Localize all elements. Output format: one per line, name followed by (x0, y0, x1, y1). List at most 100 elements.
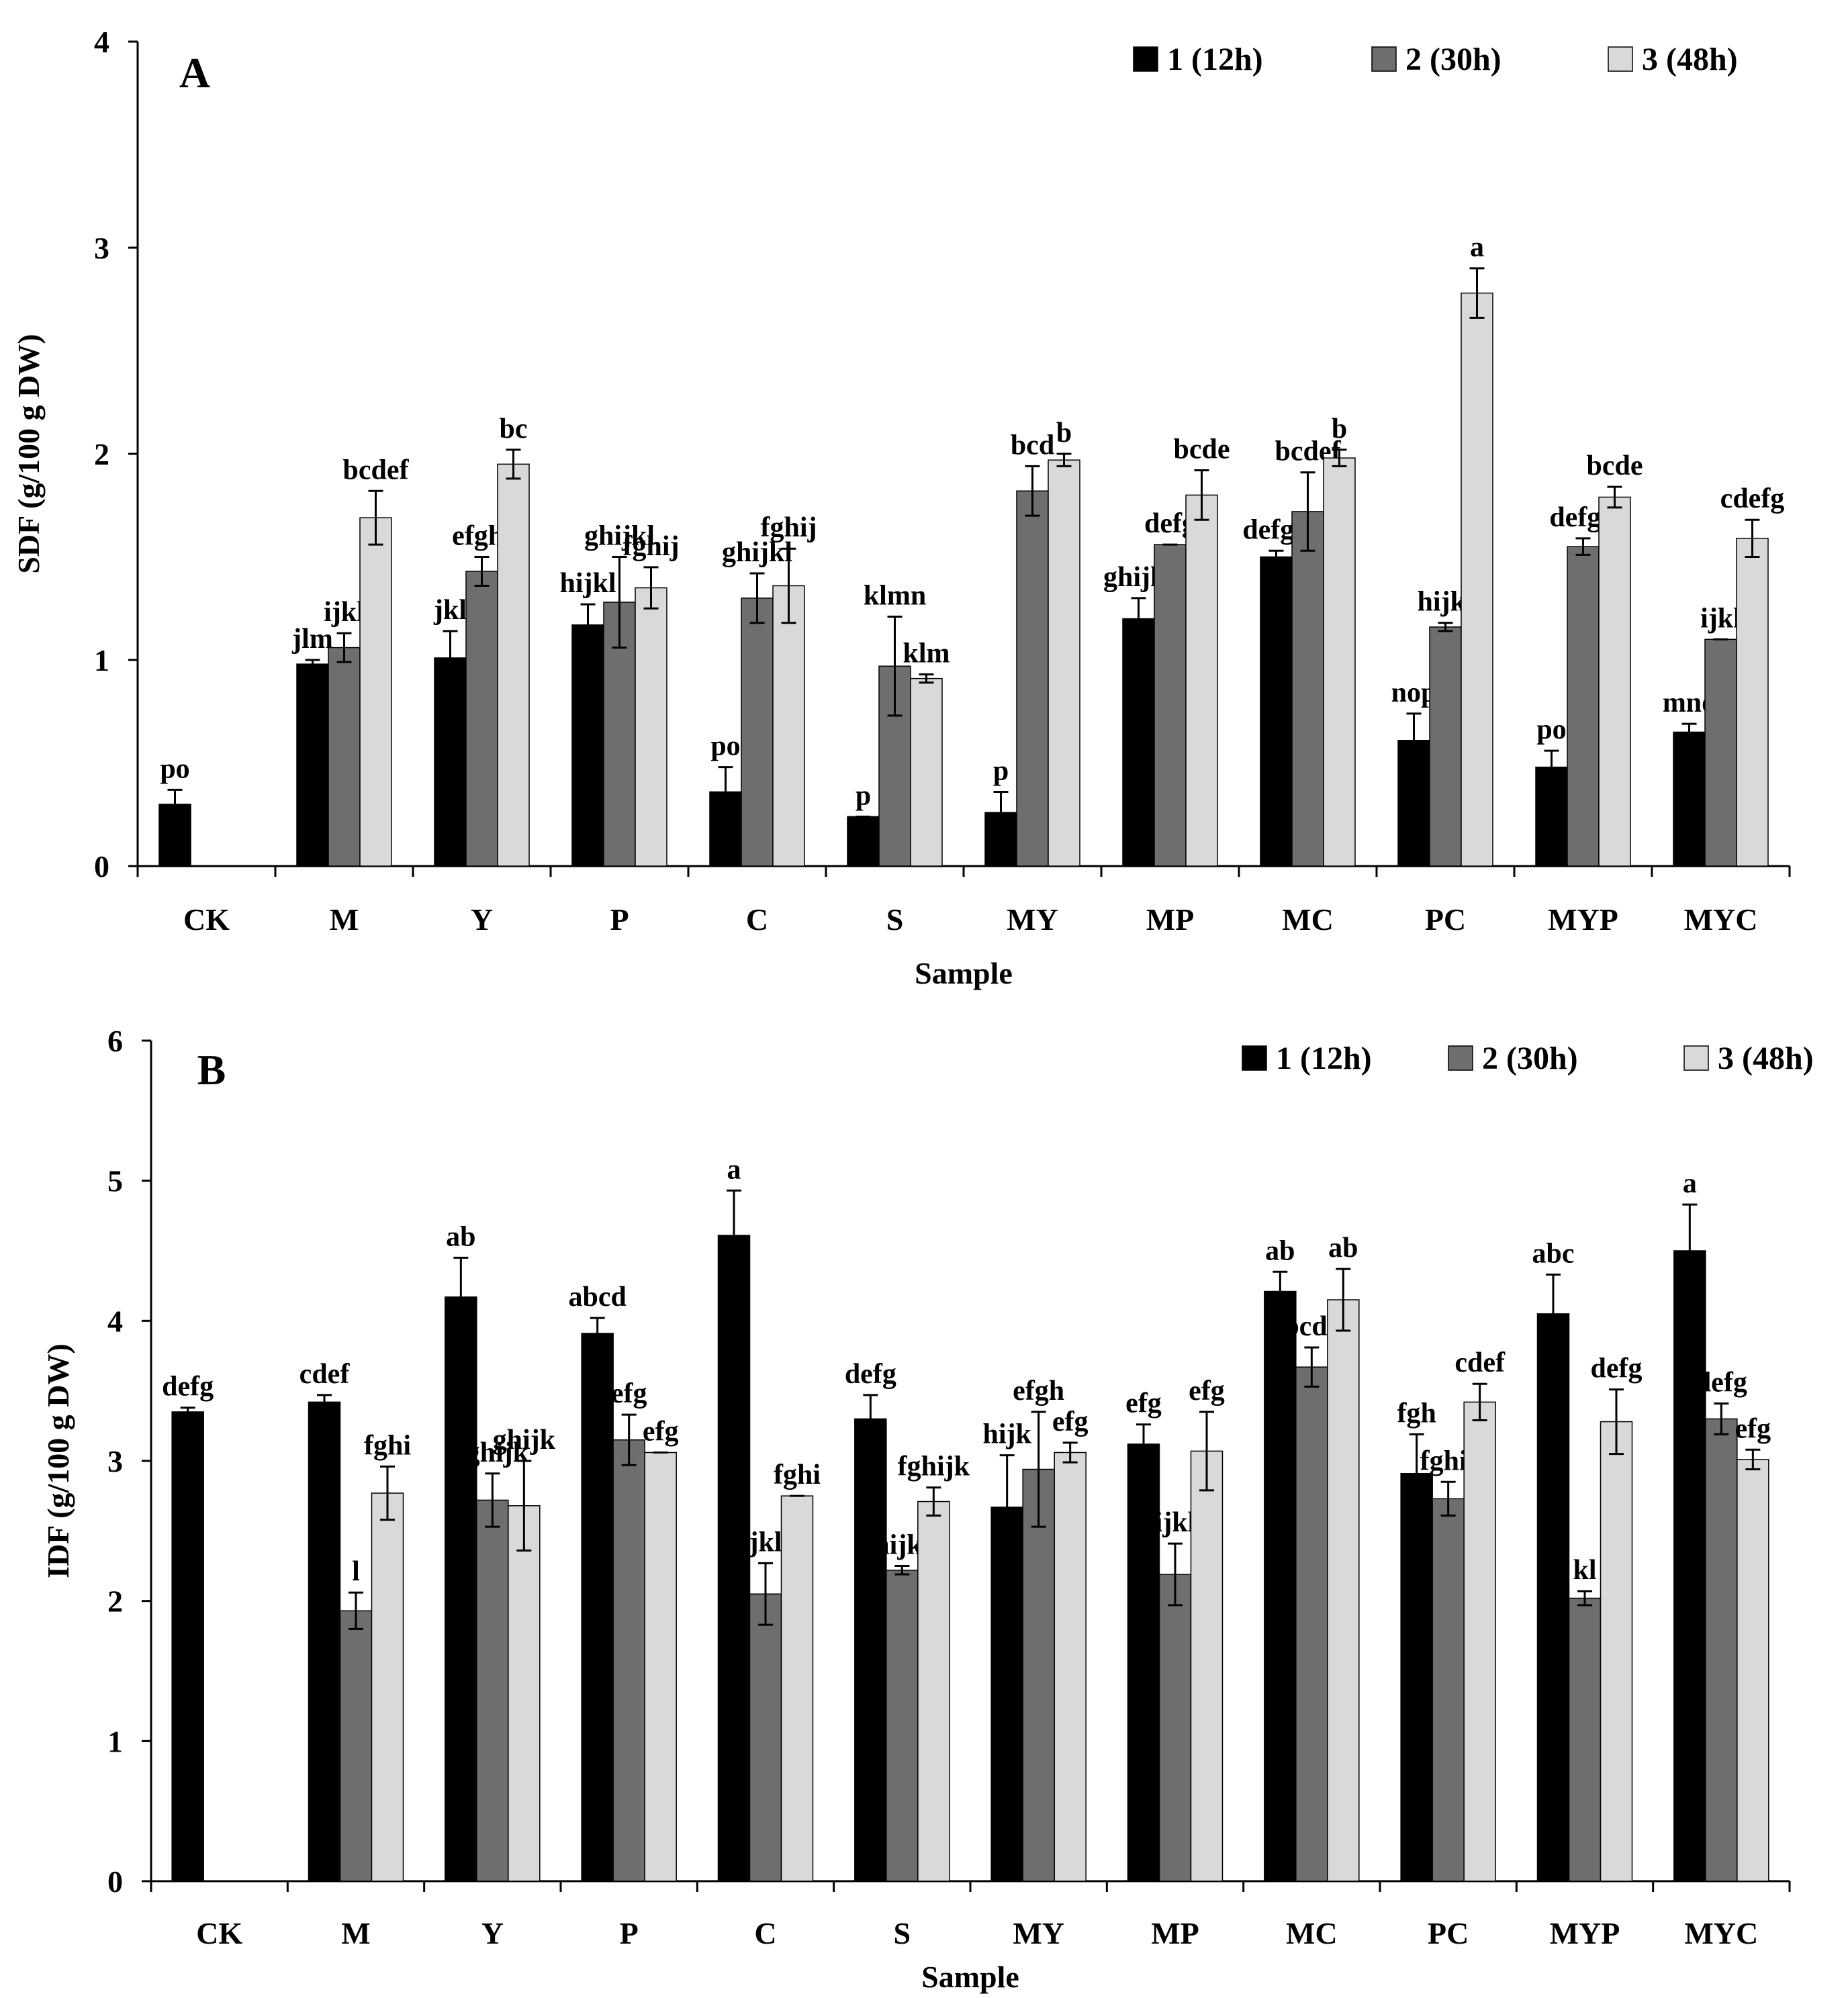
significance-label: bc (500, 414, 528, 444)
significance-label: bcde (1587, 450, 1643, 481)
bar (854, 1418, 887, 1882)
significance-label: jkl (433, 595, 467, 626)
x-tick-label: MYP (1548, 902, 1618, 937)
bar (1016, 490, 1049, 867)
x-tick-label: MP (1146, 902, 1195, 937)
significance-label: po (1536, 714, 1566, 745)
legend-label: 3 (48h) (1718, 1041, 1814, 1076)
x-tick-label: MY (1013, 1916, 1064, 1950)
bar (772, 585, 805, 867)
bar (1154, 544, 1187, 867)
significance-label: ab (1328, 1233, 1358, 1264)
bar (1704, 638, 1737, 867)
y-tick-label: 5 (107, 1164, 123, 1198)
significance-label: kl (1573, 1555, 1596, 1586)
significance-label: klmn (864, 581, 926, 612)
bar (1022, 1468, 1055, 1882)
bar (644, 1452, 677, 1882)
bar (359, 517, 392, 867)
bar (749, 1593, 782, 1882)
bar (1323, 457, 1356, 867)
significance-label: efg (1052, 1407, 1089, 1437)
legend-swatch (1133, 46, 1158, 72)
y-tick-label: 3 (107, 1444, 123, 1478)
significance-label: cdef (299, 1359, 351, 1390)
significance-label: l (352, 1556, 360, 1587)
x-tick-label: MYC (1684, 1916, 1758, 1950)
bar (612, 1439, 645, 1882)
bar (1737, 1459, 1769, 1882)
bar (1600, 1421, 1633, 1882)
bar (1598, 496, 1631, 867)
bar (434, 657, 467, 867)
significance-label: jkl (748, 1527, 782, 1558)
significance-label: bcd (1011, 430, 1054, 461)
significance-label: b (1056, 418, 1072, 448)
y-tick-label: 6 (107, 1024, 123, 1058)
significance-label: p (856, 780, 871, 811)
bar (476, 1499, 509, 1882)
bar (1463, 1401, 1496, 1882)
significance-label: ghijk (493, 1425, 556, 1456)
significance-label: a (1683, 1168, 1697, 1199)
significance-label: efg (611, 1378, 647, 1409)
bar (171, 1411, 204, 1882)
bar (1260, 556, 1293, 867)
significance-label: jlm (291, 624, 333, 655)
bar (445, 1296, 477, 1882)
x-tick-label: C (746, 902, 768, 937)
significance-label: fghi (774, 1460, 821, 1490)
bar (497, 463, 530, 867)
bar (1048, 459, 1080, 867)
significance-label: ijkl (1700, 603, 1741, 634)
y-tick-label: 2 (107, 1584, 123, 1619)
significance-label: efg (643, 1416, 679, 1447)
significance-label: fgh (1397, 1398, 1436, 1429)
y-tick-label: 2 (94, 437, 109, 471)
bar (465, 571, 498, 867)
bar (571, 624, 604, 867)
x-axis-title: Sample (921, 1960, 1019, 1994)
significance-label: ab (1265, 1235, 1295, 1266)
significance-label: bcde (1174, 434, 1230, 465)
y-tick-label: 1 (107, 1724, 123, 1758)
bar (1291, 511, 1324, 867)
significance-label: fghij (623, 531, 680, 562)
bar (1432, 1498, 1465, 1882)
bar (1327, 1299, 1360, 1882)
bar (296, 663, 329, 867)
bar (1264, 1290, 1297, 1882)
significance-label: hijkl (559, 568, 616, 599)
significance-label: b (1332, 414, 1347, 444)
bar (741, 598, 774, 867)
legend-label: 1 (12h) (1276, 1041, 1372, 1076)
bar (1536, 1313, 1570, 1882)
bar (1705, 1418, 1738, 1882)
significance-label: defg (1591, 1353, 1643, 1384)
bar (1158, 1574, 1192, 1882)
y-tick-label: 0 (94, 849, 109, 884)
significance-label: defg (162, 1372, 214, 1402)
significance-label: cdef (1454, 1347, 1506, 1378)
y-tick-label: 3 (94, 231, 109, 265)
bar (328, 647, 361, 867)
bar (1673, 1250, 1706, 1882)
bar (1054, 1452, 1087, 1882)
bar (1122, 618, 1155, 867)
y-tick-label: 4 (94, 25, 109, 59)
bar (308, 1401, 341, 1882)
significance-label: defg (1696, 1367, 1747, 1398)
legend-swatch (1448, 1045, 1473, 1071)
significance-label: bcdef (343, 455, 410, 485)
significance-label: ghijkl (722, 537, 792, 568)
significance-label: po (710, 731, 740, 762)
significance-label: efg (1189, 1376, 1225, 1407)
bar (990, 1507, 1023, 1882)
x-tick-label: MP (1151, 1916, 1199, 1950)
significance-label: fghi (364, 1430, 411, 1461)
bar (1400, 1473, 1433, 1882)
significance-label: klm (903, 638, 950, 669)
legend-label: 1 (12h) (1167, 42, 1263, 77)
bar (917, 1501, 950, 1882)
